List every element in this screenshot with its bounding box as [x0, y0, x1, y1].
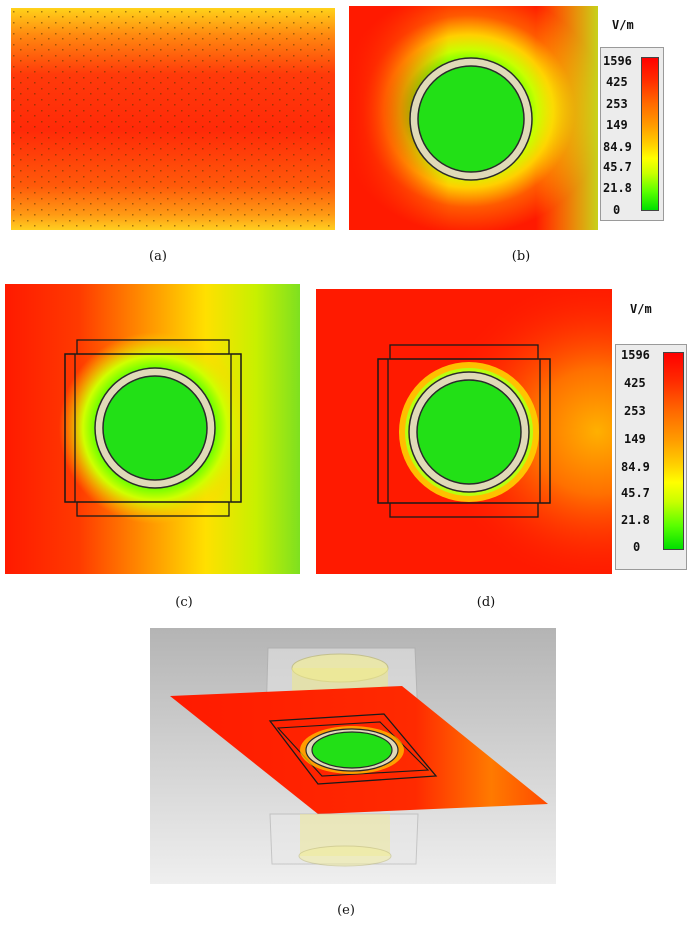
- colorbar-top-unit: V/m: [612, 18, 634, 32]
- colorbar-middle-tick: 0: [633, 540, 641, 554]
- caption-d: (d): [476, 595, 496, 610]
- colorbar-middle-tick: 425: [624, 376, 646, 390]
- panel-b-field-image: [349, 6, 598, 230]
- colorbar-top-scale: [641, 57, 659, 211]
- caption-c: (c): [175, 595, 193, 610]
- colorbar-top-tick: 149: [606, 118, 628, 132]
- panel-a-field-plot: [11, 8, 335, 230]
- panel-b-field-plot: [349, 6, 598, 230]
- colorbar-top-tick: 21.8: [603, 181, 632, 195]
- panel-d-field-plot: [316, 289, 612, 574]
- panel-d-field-image: [316, 289, 612, 574]
- colorbar-middle-tick: 21.8: [621, 513, 650, 527]
- caption-a: (a): [149, 249, 167, 264]
- colorbar-middle: V/m 1596 425 253 149 84.9 45.7 21.8 0: [613, 292, 689, 578]
- colorbar-top-tick: 0: [613, 203, 621, 217]
- colorbar-middle-tick: 1596: [621, 348, 650, 362]
- colorbar-middle-tick: 45.7: [621, 486, 650, 500]
- panel-e-3d-image: [150, 628, 556, 884]
- colorbar-middle-unit: V/m: [630, 302, 652, 316]
- colorbar-middle-tick: 253: [624, 404, 646, 418]
- panel-e-3d-view: [150, 628, 556, 884]
- colorbar-middle-scale: [663, 352, 684, 550]
- colorbar-top-tick: 253: [606, 97, 628, 111]
- colorbar-top-tick: 45.7: [603, 160, 632, 174]
- colorbar-middle-tick: 149: [624, 432, 646, 446]
- colorbar-top-tick: 84.9: [603, 140, 632, 154]
- panel-c-field-image: [5, 284, 300, 574]
- colorbar-middle-tick: 84.9: [621, 460, 650, 474]
- panel-c-field-plot: [5, 284, 300, 574]
- caption-e: (e): [337, 903, 355, 918]
- colorbar-top: V/m 1596 425 253 149 84.9 45.7 21.8 0: [598, 6, 668, 222]
- colorbar-top-tick: 425: [606, 75, 628, 89]
- caption-b: (b): [511, 249, 531, 264]
- panel-a-field-image: [11, 8, 335, 230]
- colorbar-top-tick: 1596: [603, 54, 632, 68]
